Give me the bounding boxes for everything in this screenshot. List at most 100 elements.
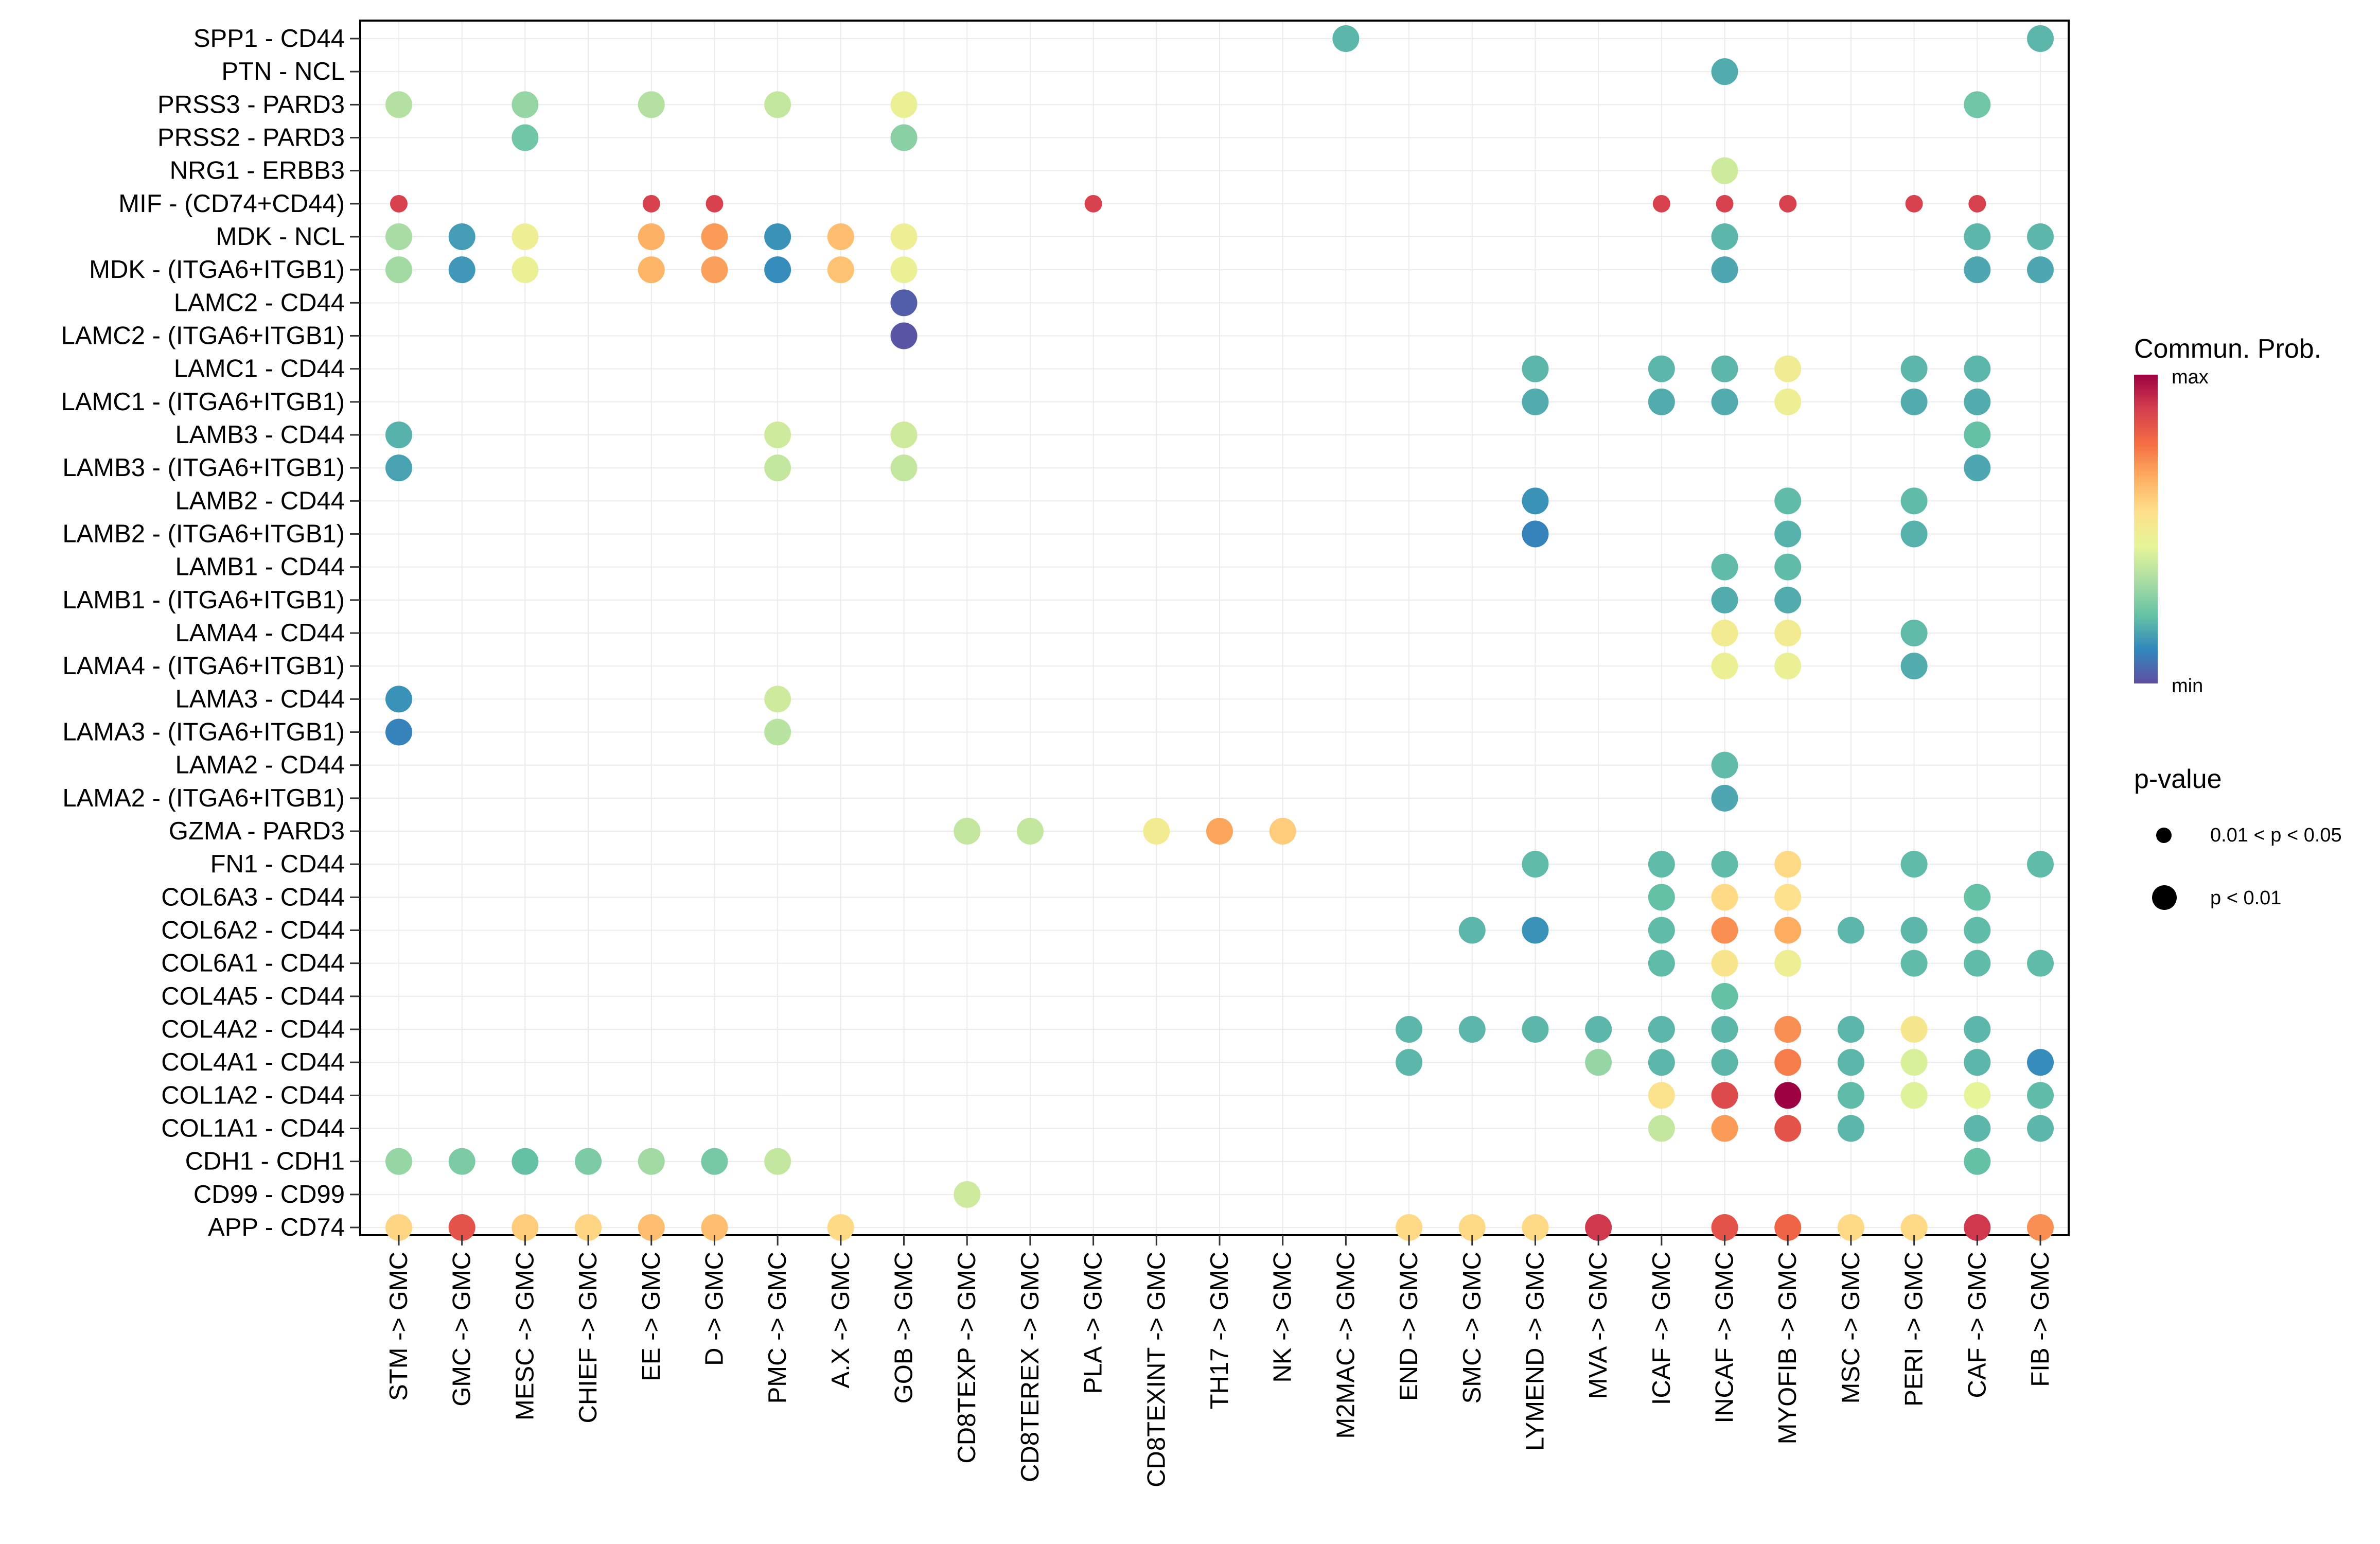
data-dot bbox=[1964, 256, 1991, 284]
y-tick-label: MDK - NCL bbox=[216, 223, 345, 251]
data-dot bbox=[448, 256, 475, 284]
data-dot bbox=[1711, 1214, 1738, 1241]
data-dot bbox=[954, 1181, 981, 1208]
data-dot bbox=[1648, 1049, 1675, 1076]
data-dot bbox=[890, 322, 918, 349]
data-dot bbox=[1837, 1082, 1864, 1109]
data-dot bbox=[2027, 25, 2054, 52]
data-dot bbox=[1774, 1016, 1802, 1043]
data-dot bbox=[1711, 157, 1738, 184]
x-tick-label: END -> GMC bbox=[1395, 1252, 1423, 1401]
x-tick-label: ICAF -> GMC bbox=[1648, 1252, 1676, 1405]
data-dot bbox=[385, 454, 412, 482]
data-dot bbox=[764, 422, 791, 448]
data-dot bbox=[890, 223, 918, 250]
data-dot bbox=[1711, 982, 1738, 1010]
data-dot bbox=[385, 1214, 412, 1241]
data-dot bbox=[1900, 1214, 1928, 1241]
x-tick-label: SMC -> GMC bbox=[1458, 1252, 1486, 1403]
data-dot bbox=[1648, 851, 1675, 878]
data-dot bbox=[1716, 195, 1734, 213]
data-dot bbox=[827, 256, 854, 284]
data-dot bbox=[1648, 355, 1675, 382]
data-dot bbox=[2027, 223, 2054, 250]
legend-color-title: Commun. Prob. bbox=[2134, 334, 2322, 364]
data-dot bbox=[1332, 25, 1360, 52]
x-tick-label: D -> GMC bbox=[700, 1252, 728, 1366]
data-dot bbox=[1396, 1214, 1423, 1241]
data-dot bbox=[385, 91, 412, 118]
y-tick-label: COL1A2 - CD44 bbox=[161, 1081, 345, 1109]
data-dot bbox=[575, 1214, 602, 1241]
x-tick-label: GOB -> GMC bbox=[890, 1252, 918, 1403]
data-dot bbox=[448, 1214, 475, 1241]
y-tick-label: GZMA - PARD3 bbox=[169, 817, 345, 845]
data-dot bbox=[1964, 1049, 1991, 1076]
data-dot bbox=[1900, 355, 1928, 382]
data-dot bbox=[1900, 1049, 1928, 1076]
data-dot bbox=[512, 223, 539, 250]
data-dot bbox=[827, 223, 854, 250]
data-dot bbox=[764, 718, 791, 746]
data-dot bbox=[1711, 784, 1738, 812]
y-tick-label: LAMA3 - CD44 bbox=[175, 685, 345, 713]
y-tick-label: COL4A5 - CD44 bbox=[161, 982, 345, 1010]
data-dot bbox=[1016, 818, 1044, 845]
y-tick-label: PRSS3 - PARD3 bbox=[157, 91, 345, 118]
data-dot bbox=[1458, 1214, 1486, 1241]
data-dot bbox=[1522, 355, 1549, 382]
data-dot bbox=[1837, 1016, 1864, 1043]
data-dot bbox=[385, 1148, 412, 1175]
data-dot bbox=[890, 256, 918, 284]
data-dot bbox=[1585, 1016, 1612, 1043]
x-tick-label: MESC -> GMC bbox=[511, 1252, 539, 1420]
data-dot bbox=[1711, 58, 1738, 85]
y-tick-label: LAMA3 - (ITGA6+ITGB1) bbox=[62, 718, 345, 746]
legend-pvalue-small-label: 0.01 < p < 0.05 bbox=[2210, 824, 2342, 846]
data-dot bbox=[1964, 91, 1991, 118]
data-dot bbox=[1837, 1214, 1864, 1241]
data-dot bbox=[1711, 851, 1738, 878]
data-dot bbox=[2027, 1214, 2054, 1241]
data-dot bbox=[1964, 884, 1991, 911]
data-dot bbox=[1964, 355, 1991, 382]
y-tick-label: LAMA2 - (ITGA6+ITGB1) bbox=[62, 784, 345, 812]
x-tick-label: PMC -> GMC bbox=[764, 1252, 791, 1403]
data-dot bbox=[1143, 818, 1170, 845]
data-dot bbox=[890, 289, 918, 317]
data-dot bbox=[890, 454, 918, 482]
data-dot bbox=[1206, 818, 1233, 845]
data-dot bbox=[1648, 1115, 1675, 1142]
x-tick-label: MVA -> GMC bbox=[1584, 1252, 1612, 1399]
data-dot bbox=[1084, 195, 1102, 213]
y-tick-label: LAMC2 - (ITGA6+ITGB1) bbox=[61, 322, 345, 350]
data-dot bbox=[1774, 553, 1802, 581]
data-dot bbox=[2027, 1115, 2054, 1142]
data-dot bbox=[764, 1148, 791, 1175]
data-dot bbox=[1900, 1016, 1928, 1043]
x-axis: STM -> GMC GMC -> GMC MESC -> GMC CHIEF -> … bbox=[385, 1235, 2054, 1487]
legend-max-label: max bbox=[2172, 366, 2209, 388]
y-tick-label: LAMB1 - CD44 bbox=[175, 553, 345, 581]
x-tick-label: A.X -> GMC bbox=[827, 1252, 855, 1388]
data-dot bbox=[827, 1214, 854, 1241]
data-dot bbox=[642, 195, 660, 213]
legend-pvalue-small-dot bbox=[2156, 828, 2172, 843]
data-dot bbox=[390, 195, 408, 213]
data-dots bbox=[385, 25, 2054, 1241]
data-dot bbox=[1964, 454, 1991, 482]
data-dot bbox=[638, 91, 665, 118]
data-dot bbox=[385, 223, 412, 250]
data-dot bbox=[638, 256, 665, 284]
data-dot bbox=[1774, 1049, 1802, 1076]
colorbar bbox=[2134, 375, 2158, 683]
data-dot bbox=[1779, 195, 1797, 213]
data-dot bbox=[1585, 1214, 1612, 1241]
x-tick-label: MSC -> GMC bbox=[1837, 1252, 1865, 1403]
data-dot bbox=[1774, 1082, 1802, 1109]
data-dot bbox=[1711, 1016, 1738, 1043]
data-dot bbox=[1964, 950, 1991, 977]
data-dot bbox=[1968, 195, 1986, 213]
data-dot bbox=[385, 256, 412, 284]
